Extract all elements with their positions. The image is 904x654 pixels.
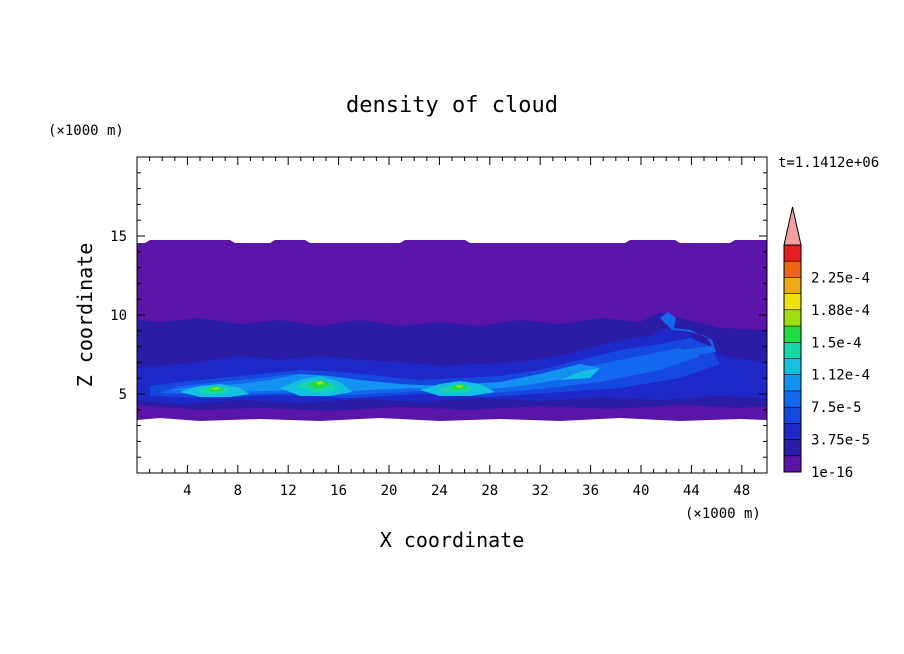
y-tick-label: 5 [119,387,127,403]
colorbar-label: 7.5e-5 [811,400,862,416]
colorbar-swatch [784,326,801,343]
colorbar-label: 3.75e-5 [811,433,870,449]
contour-level-6 [180,368,600,397]
colorbar-label: 1e-16 [811,465,853,481]
colorbar-label: 1.88e-4 [811,303,870,319]
y-axis-ticks: 5 10 15 [110,172,767,458]
colorbar-swatch [784,439,801,456]
colorbar-swatch [784,277,801,294]
colorbar-overflow-triangle [783,206,802,246]
x-tick-label: 24 [431,483,448,499]
colorbar-swatch [784,423,801,440]
x-tick-label: 20 [381,483,398,499]
contour-level-7 [196,380,474,394]
colorbar-swatch [784,407,801,424]
y-unit-label: (×1000 m) [48,123,124,139]
colorbar-label: 1.5e-4 [811,335,862,351]
colorbar-swatch [784,261,801,278]
colorbar: 1e-16 3.75e-5 7.5e-5 1.12e-4 1.5e-4 1.88e-4 2.… [783,206,870,481]
colorbar-swatch [784,374,801,391]
contour-level-plume [600,312,716,372]
x-tick-label: 32 [532,483,549,499]
x-tick-label: 12 [280,483,297,499]
colorbar-swatch [784,309,801,327]
x-unit-label: (×1000 m) [685,506,761,522]
colorbar-swatch [784,390,801,408]
y-tick-label: 10 [110,308,127,324]
colorbar-swatch [784,455,801,472]
colorbar-label: 2.25e-4 [811,270,870,286]
x-tick-label: 28 [481,483,498,499]
colorbar-label: 1.12e-4 [811,368,870,384]
contour-level-5 [170,364,600,392]
colorbar-swatch [784,358,801,375]
colorbar-swatch [784,245,801,262]
x-tick-label: 40 [633,483,650,499]
x-axis-label: X coordinate [380,528,525,552]
chart-title: density of cloud [346,93,558,118]
time-label: t=1.1412e+06 [778,155,879,171]
density-contour-field [137,240,767,421]
colorbar-swatch [784,293,801,310]
x-tick-label: 48 [733,483,750,499]
y-tick-label: 15 [110,229,127,245]
x-tick-label: 8 [234,483,242,499]
x-axis-ticks: 4 8 12 16 20 24 28 32 36 40 44 48 [149,157,755,499]
x-tick-label: 16 [330,483,347,499]
x-tick-label: 36 [582,483,599,499]
colorbar-swatch [784,342,801,359]
x-tick-label: 4 [183,483,191,499]
x-tick-label: 44 [683,483,700,499]
y-axis-label: Z coordinate [73,243,97,388]
